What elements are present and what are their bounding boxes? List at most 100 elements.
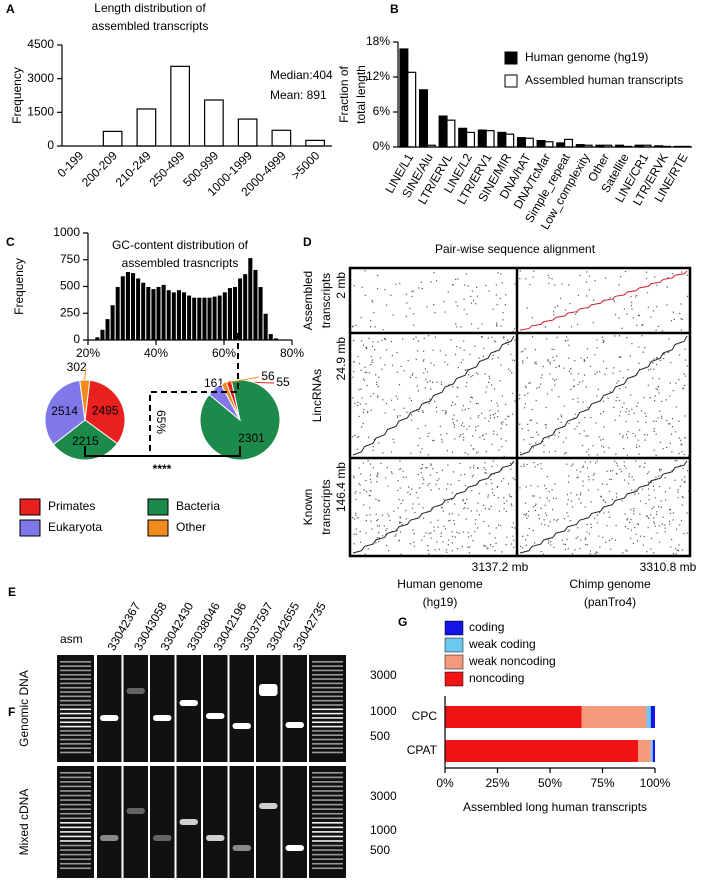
alignment-dot	[678, 437, 680, 439]
alignment-dot	[550, 544, 552, 546]
alignment-dot	[577, 373, 580, 375]
alignment-dot	[497, 272, 499, 274]
alignment-dot	[586, 357, 589, 359]
alignment-dot	[498, 510, 501, 512]
bar-segment	[652, 740, 655, 762]
alignment-dot	[451, 550, 453, 552]
alignment-dot	[368, 495, 370, 497]
panel-label: G	[398, 615, 407, 629]
alignment-dot	[429, 474, 432, 476]
alignment-dot	[376, 481, 378, 483]
alignment-dot	[471, 290, 473, 292]
ladder-band	[312, 661, 343, 663]
alignment-dot	[630, 394, 632, 396]
alignment-dot	[469, 401, 472, 403]
histogram-bar	[242, 273, 249, 341]
alignment-dot	[565, 437, 567, 439]
alignment-dot	[577, 383, 579, 386]
alignment-dot	[510, 543, 513, 545]
alignment-dot	[443, 498, 445, 500]
alignment-dot	[462, 499, 464, 501]
alignment-dot	[549, 521, 551, 523]
alignment-dot	[452, 386, 454, 388]
alignment-dot	[588, 448, 590, 451]
alignment-dot	[368, 372, 371, 374]
alignment-dot	[536, 431, 538, 433]
alignment-dot	[434, 549, 436, 551]
alignment-dot	[576, 323, 579, 326]
alignment-dot	[634, 493, 636, 495]
alignment-dot	[512, 535, 514, 537]
bar	[563, 138, 574, 148]
alignment-dot	[656, 357, 658, 359]
alignment-dot	[614, 539, 617, 541]
alignment-dot	[451, 513, 454, 515]
bar-segment	[445, 740, 639, 762]
ladder-band	[312, 772, 343, 774]
alignment-dot	[423, 359, 425, 361]
histogram-bar	[237, 277, 244, 341]
alignment-dot	[525, 513, 528, 515]
alignment-dot	[557, 418, 559, 420]
alignment-dot	[668, 338, 670, 340]
alignment-dot	[601, 445, 603, 447]
gel-lane	[123, 655, 148, 762]
alignment-dot	[650, 548, 652, 550]
alignment-dot	[613, 300, 616, 303]
alignment-dot	[377, 499, 379, 501]
alignment-dot	[577, 476, 579, 478]
alignment-dot	[645, 421, 647, 424]
alignment-dot	[412, 373, 414, 375]
alignment-dot	[475, 452, 478, 454]
alignment-dot	[565, 340, 567, 342]
alignment-dot	[672, 519, 674, 521]
alignment-dot	[483, 467, 485, 469]
alignment-dot	[577, 294, 580, 297]
alignment-dot	[363, 504, 365, 506]
histogram-bar	[160, 283, 167, 341]
x-axis-label: Assembled long human transcripts	[463, 800, 647, 814]
alignment-dot	[596, 339, 598, 341]
alignment-dot	[462, 359, 464, 361]
alignment-dot	[405, 509, 407, 512]
significance-bracket	[84, 446, 241, 457]
ladder-band	[60, 695, 91, 698]
alignment-dot	[455, 323, 457, 325]
alignment-dot	[448, 520, 450, 522]
alignment-dot	[500, 427, 502, 430]
alignment-dot	[672, 512, 675, 514]
legend-swatch	[444, 654, 464, 670]
alignment-dot	[500, 438, 502, 440]
ladder-band	[312, 712, 343, 715]
alignment-dot	[682, 497, 684, 499]
alignment-dot	[643, 535, 645, 538]
ladder-band	[312, 862, 343, 865]
alignment-dot	[631, 489, 633, 491]
alignment-dot	[570, 326, 573, 328]
legend-label: Bacteria	[176, 499, 220, 513]
alignment-dot	[477, 527, 479, 529]
alignment-dot	[659, 470, 661, 472]
alignment-dot	[604, 501, 607, 503]
histogram-bar	[206, 296, 213, 341]
alignment-dot	[371, 361, 373, 364]
alignment-dot	[554, 384, 556, 386]
alignment-dot	[467, 507, 469, 510]
alignment-dot	[409, 376, 411, 378]
alignment-dot	[477, 416, 479, 418]
alignment-dot	[397, 415, 399, 417]
alignment-dot	[357, 448, 359, 450]
alignment-dot	[491, 488, 493, 490]
legend-swatch	[504, 74, 518, 88]
alignment-dot	[656, 389, 659, 391]
sample-band	[126, 808, 145, 814]
alignment-dot	[377, 395, 379, 397]
histogram-bar	[124, 271, 132, 341]
bar	[438, 115, 448, 148]
bar	[271, 129, 292, 147]
ladder-band	[312, 730, 343, 732]
alignment-dot	[655, 476, 657, 478]
alignment-dot	[444, 361, 446, 363]
alignment-dot	[453, 520, 455, 522]
